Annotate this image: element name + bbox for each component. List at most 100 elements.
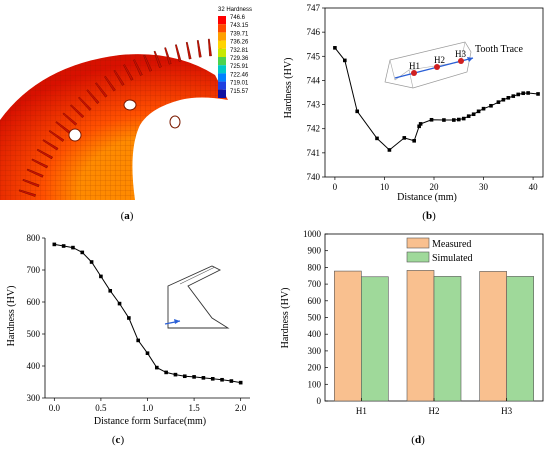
colorbar-swatch [218,16,226,25]
colorbar-swatch [218,57,226,66]
gear-contour-image: 32 Hardness 746.6 743.15 739.71 736.26 732.8… [0,7,252,200]
data-point [173,372,178,377]
tooth-inset-sketch: H1 H2 H3 Tooth Trace [384,41,523,89]
gear-tooth [185,41,192,60]
tooth-section-inset [164,265,230,329]
x-tick-label: 10 [380,182,390,192]
bar-simulated [506,276,534,402]
gear-tooth [104,75,116,92]
data-point [164,370,168,375]
data-point [461,116,466,121]
data-point [429,117,434,122]
data-point [355,109,360,114]
colorbar-tick-label: 732.81 [230,48,249,54]
panel-label-b: (b) [422,210,436,222]
data-point [155,365,159,370]
data-point [417,124,421,129]
chart-c: Distance form Surface(mm) Hardness (HV) … [6,233,250,427]
data-point [71,245,75,250]
data-point [471,112,476,117]
data-point [220,377,224,382]
bar-measured [334,270,362,402]
data-point [452,118,456,122]
data-point [375,136,379,141]
x-tick-label: 0 [333,182,338,192]
gear-tooth [18,189,36,197]
colorbar-swatch [218,81,226,90]
x-axis-label: Distance form Surface(mm) [94,416,206,427]
y-tick-label: 500 [27,329,41,339]
bar-simulated [361,276,389,402]
y-tick-label: 0 [317,396,322,406]
data-point [402,136,407,140]
gear-tooth [78,96,92,111]
data-point [333,46,337,50]
y-tick-label: 500 [308,313,322,323]
gear-tooth [26,168,44,178]
gear-bolt-hole [68,128,82,142]
data-point [516,92,521,97]
x-tick-label: H3 [501,406,512,416]
y-tick-label: 400 [308,329,322,339]
plot-frame [324,7,544,178]
bar-simulated [433,276,462,402]
data-point [387,148,392,152]
colorbar-tick-label: 719.01 [230,81,249,87]
y-tick-label: 744 [307,75,321,85]
y-tick-label: 700 [308,279,322,289]
y-tick-label: 700 [27,265,41,275]
data-point [506,96,511,100]
label-h1: H1 [409,61,420,71]
y-tick-label: 1000 [303,229,322,239]
gear-bolt-hole [169,115,181,129]
data-point [501,97,506,102]
data-point [489,103,493,108]
data-point [343,58,347,63]
legend-label: Measured [432,239,471,250]
tooth-trace-label: Tooth Trace [475,44,523,55]
data-point [52,242,57,247]
x-tick-label: 20 [430,182,440,192]
y-tick-label: 900 [308,246,322,256]
y-tick-label: 742 [307,124,321,134]
data-point [496,100,501,104]
panel-label-d: (d) [411,434,425,446]
colorbar-tick-label: 743.15 [230,23,249,29]
colorbar-swatch [218,48,226,57]
y-axis-label: Hardness (HV) [283,58,294,119]
data-point [511,94,516,98]
data-point [182,374,187,379]
y-tick-label: 600 [308,296,322,306]
gear-tooth [196,40,202,58]
gear-tooth [22,178,40,188]
gear-tooth [95,82,108,98]
data-point [476,109,481,114]
data-point [229,379,234,383]
data-point [521,91,525,96]
x-tick-label: 0.0 [49,403,61,413]
x-tick-label: 40 [529,182,539,192]
data-point [99,274,103,279]
data-point [117,301,122,306]
y-tick-label: 600 [27,297,41,307]
data-point [145,351,150,355]
gear-tooth [70,104,85,119]
colorbar-swatch [218,65,226,74]
data-point [442,118,446,122]
y-tick-label: 743 [307,100,321,110]
data-point [127,316,131,320]
y-tick-label: 300 [308,346,322,356]
data-point [526,91,530,95]
legend-swatch [406,251,430,263]
legend-label: Simulated [432,253,473,264]
chart-d: Hardness (HV) 0 100 200 300 400 500 600 700 800 9… [280,229,544,416]
x-tick-label: H1 [356,406,367,416]
chart-b: Distance (mm) Hardness (HV) H1 H2 H3 Too… [283,3,544,203]
bar-measured [406,270,435,402]
data-point [201,376,206,380]
gear-tooth [31,158,49,169]
data-point [466,114,471,118]
colorbar-swatch [218,89,226,98]
data-point [412,138,416,143]
data-line [54,243,241,384]
